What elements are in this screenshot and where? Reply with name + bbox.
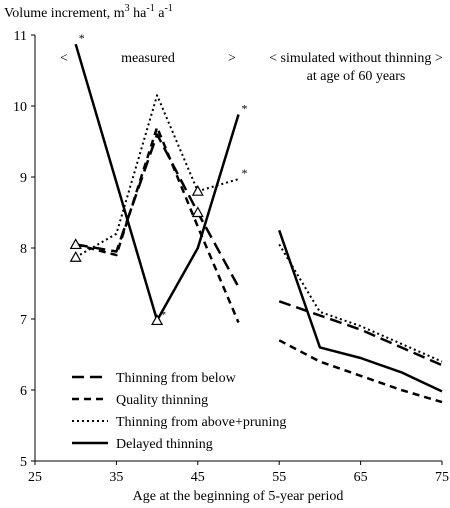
y-tick-label: 8 — [20, 242, 27, 257]
series-line-4-simulated — [278, 229, 443, 393]
x-tick-label: 75 — [435, 470, 449, 485]
triangle-marker — [69, 238, 82, 250]
y-tick-label: 10 — [13, 100, 27, 115]
y-ticks: 5 6 7 8 9 10 11 — [13, 29, 35, 470]
series-line-4-measured — [74, 43, 240, 322]
triangle-marker — [191, 206, 204, 218]
triangle-marker — [151, 314, 164, 326]
y-tick-label: 7 — [20, 313, 27, 328]
x-tick-label: 65 — [354, 470, 368, 485]
legend: Thinning from below Quality thinning Thinn… — [72, 371, 286, 452]
triangle-marker — [69, 250, 82, 262]
x-ticks: 25 35 45 55 65 75 — [28, 461, 449, 485]
y-tick-label: 9 — [20, 171, 27, 186]
series-line-3-measured — [75, 94, 239, 259]
y-tick-label: 11 — [14, 29, 27, 44]
legend-label: Thinning from below — [116, 371, 237, 386]
significance-star: * — [160, 307, 166, 321]
significance-star: * — [242, 102, 248, 116]
legend-label: Thinning from above+pruning — [116, 415, 286, 430]
x-tick-label: 35 — [109, 470, 123, 485]
series-lines — [74, 43, 443, 404]
series-line-2-measured — [75, 126, 240, 323]
series-line-3-simulated — [278, 243, 443, 363]
measured-label: measured — [121, 51, 175, 66]
significance-star: * — [242, 166, 248, 180]
y-tick-label: 6 — [20, 384, 27, 399]
triangle-marker — [191, 184, 204, 196]
measured-left-bracket: < — [60, 51, 68, 66]
series-line-2-simulated — [278, 339, 443, 404]
simulated-label-line1: < simulated without thinning > — [269, 51, 443, 66]
y-axis-label: Volume increment, m3 ha-1 a-1 — [4, 3, 173, 21]
legend-label: Delayed thinning — [116, 437, 213, 452]
x-tick-label: 25 — [28, 470, 42, 485]
x-tick-label: 45 — [191, 470, 205, 485]
y-tick-label: 5 — [20, 455, 27, 470]
legend-label: Quality thinning — [116, 393, 208, 408]
series-line-1-simulated — [278, 300, 443, 367]
x-axis-label: Age at the beginning of 5-year period — [133, 489, 344, 504]
x-tick-label: 55 — [272, 470, 286, 485]
significance-star: * — [79, 31, 85, 45]
simulated-label-line2: at age of 60 years — [307, 69, 406, 84]
markers: * * * * — [69, 31, 248, 326]
series-line-1-measured — [75, 133, 240, 288]
measured-right-bracket: > — [228, 51, 236, 66]
